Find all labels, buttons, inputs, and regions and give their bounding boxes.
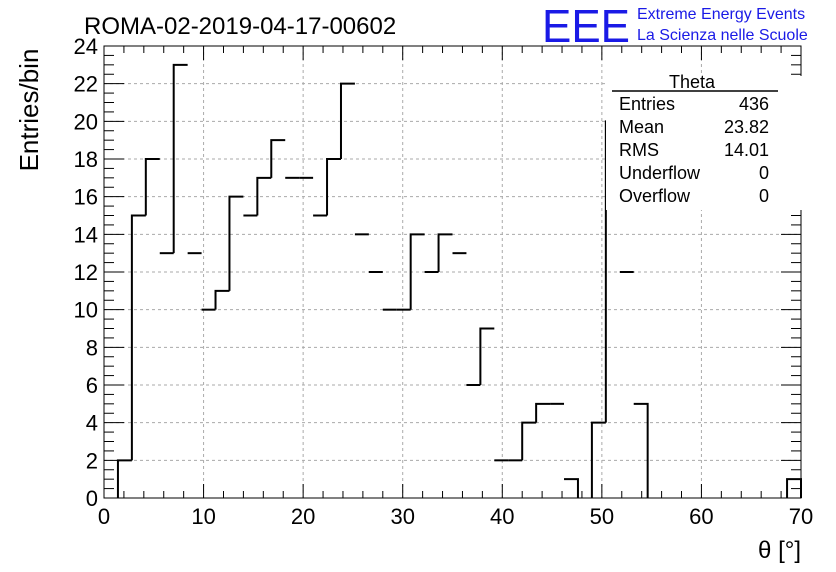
stats-box-rows: Entries 436 Mean 23.82 RMS 14.01 Underflow 0 Ove… [619, 94, 769, 206]
y-tick-label: 16 [74, 185, 98, 210]
stats-row-value: 436 [739, 94, 769, 114]
histogram-bin [535, 402, 551, 423]
x-tick-label: 70 [789, 504, 813, 529]
histogram-bin [256, 176, 272, 216]
histogram-bin [339, 82, 355, 159]
stats-row-label: Underflow [619, 163, 701, 183]
histogram-bin [521, 421, 537, 461]
histogram-bin [409, 233, 425, 310]
histogram-bin [172, 63, 188, 254]
histogram-bin [144, 158, 160, 216]
y-tick-label: 18 [74, 147, 98, 172]
stats-row-value: 23.82 [724, 117, 769, 137]
x-tick-label: 50 [590, 504, 614, 529]
x-tick-label: 30 [390, 504, 414, 529]
y-tick-label: 24 [74, 34, 98, 59]
histogram-bin [130, 214, 146, 461]
stats-row-label: Mean [619, 117, 664, 137]
stats-box-background [606, 76, 802, 210]
x-tick-label: 40 [490, 504, 514, 529]
y-tick-label: 2 [86, 448, 98, 473]
y-tick-label: 14 [74, 222, 98, 247]
y-tick-label: 4 [86, 411, 98, 436]
histogram-bin [437, 233, 453, 272]
stats-box-title: Theta [669, 72, 716, 92]
chart-title: ROMA-02-2019-04-17-00602 [84, 13, 396, 40]
y-tick-label: 0 [86, 486, 98, 511]
y-tick-label: 20 [74, 109, 98, 134]
histogram-bin [590, 421, 606, 498]
y-tick-label: 12 [74, 260, 98, 285]
stats-row-label: RMS [619, 140, 659, 160]
histogram-bin [228, 195, 244, 291]
stats-row-label: Entries [619, 94, 675, 114]
histogram-bin [270, 139, 286, 178]
eee-logo-line2: La Scienza nelle Scuole [637, 27, 808, 44]
x-axis-label: θ [°] [758, 537, 801, 564]
histogram-bin [479, 327, 495, 385]
y-tick-label: 22 [74, 72, 98, 97]
y-axis-label: Entries/bin [14, 49, 44, 172]
histogram-bin [564, 478, 579, 498]
stats-row-value: 0 [759, 186, 769, 206]
eee-logo-mark: EEE [542, 0, 630, 52]
x-tick-label: 10 [191, 504, 215, 529]
histogram-bin [633, 402, 649, 498]
x-tick-label: 60 [689, 504, 713, 529]
y-tick-label: 10 [74, 298, 98, 323]
histogram-bars [116, 63, 802, 498]
eee-logo: EEE Extreme Energy Events La Scienza nel… [542, 0, 808, 52]
histogram-bin [326, 158, 341, 216]
eee-logo-line1: Extreme Energy Events [637, 6, 805, 23]
histogram-bin [116, 459, 132, 498]
y-tick-label: 6 [86, 373, 98, 398]
stats-row-value: 0 [759, 163, 769, 183]
x-tick-label: 0 [98, 504, 110, 529]
stats-row-label: Overflow [619, 186, 691, 206]
stats-row-value: 14.01 [724, 140, 769, 160]
stats-box: Theta Entries 436 Mean 23.82 RMS 14.01 Underfl… [606, 72, 802, 210]
histogram-bin [214, 289, 230, 310]
y-tick-label: 8 [86, 335, 98, 360]
x-tick-label: 20 [291, 504, 315, 529]
